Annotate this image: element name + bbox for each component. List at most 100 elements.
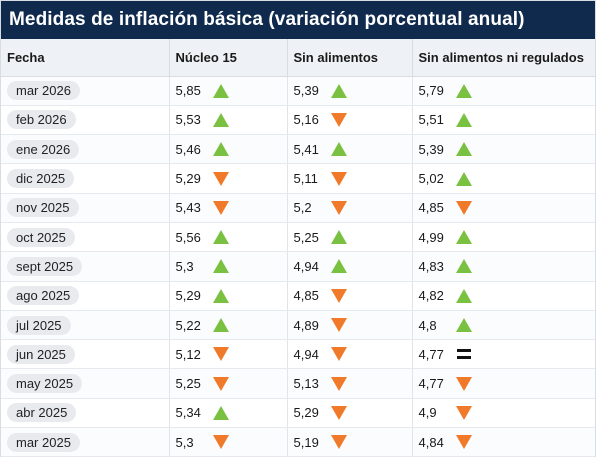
cell-value: 4,99 [418, 229, 444, 245]
triangle-down-icon [212, 171, 229, 186]
cell-value: 5,11 [293, 171, 318, 187]
triangle-up-icon [455, 318, 472, 333]
date-badge: oct 2025 [7, 227, 75, 247]
cell-value: 5,19 [293, 434, 319, 450]
cell-sin-alimentos: 4,89 [287, 310, 413, 341]
cell-value: 5,39 [293, 83, 319, 99]
triangle-down-icon [212, 347, 229, 362]
page-title: Medidas de inflación básica (variación p… [9, 9, 525, 30]
table-row: jul 2025 5,22 4,89 4,8 [1, 310, 595, 341]
cell-value: 5,25 [293, 229, 319, 245]
table-row: ene 2026 5,46 5,41 5,39 [1, 134, 595, 165]
cell-value: 4,89 [293, 317, 319, 333]
cell-fecha: abr 2025 [1, 398, 170, 429]
cell-nucleo-15: 5,46 [169, 134, 288, 165]
cell-sin-alimentos: 5,13 [287, 368, 413, 399]
cell-nucleo-15: 5,29 [169, 163, 288, 194]
table-row: abr 2025 5,34 5,29 4,9 [1, 398, 595, 429]
cell-nucleo-15: 5,43 [169, 193, 288, 223]
cell-value: 5,56 [175, 229, 201, 245]
date-badge: ago 2025 [7, 286, 80, 306]
triangle-down-icon [212, 435, 229, 450]
cell-value: 5,79 [418, 83, 444, 99]
date-badge: jul 2025 [7, 315, 71, 335]
cell-fecha: oct 2025 [1, 222, 170, 253]
title-bar: Medidas de inflación básica (variación p… [1, 1, 595, 39]
triangle-up-icon [212, 83, 229, 98]
cell-sin-alimentos-ni-regulados: 4,77 [412, 339, 595, 370]
cell-sin-alimentos-ni-regulados: 4,85 [412, 193, 595, 223]
triangle-up-icon [212, 230, 229, 245]
cell-sin-alimentos-ni-regulados: 5,51 [412, 105, 595, 136]
cell-value: 5,3 [175, 258, 194, 274]
table-row: feb 2026 5,53 5,16 5,51 [1, 105, 595, 136]
cell-value: 5,13 [293, 376, 319, 392]
triangle-up-icon [455, 112, 472, 127]
date-badge: mar 2026 [7, 81, 80, 101]
cell-value: 5,22 [175, 317, 201, 333]
cell-value: 5,02 [418, 171, 444, 187]
cell-fecha: jun 2025 [1, 339, 170, 370]
cell-sin-alimentos: 5,11 [287, 163, 413, 194]
header-nucleo-15[interactable]: Núcleo 15 [169, 39, 288, 77]
cell-fecha: feb 2026 [1, 105, 170, 136]
cell-value: 4,8 [418, 317, 437, 333]
date-badge: feb 2026 [7, 110, 76, 130]
cell-value: 5,29 [175, 171, 201, 187]
table-row: nov 2025 5,43 5,2 4,85 [1, 193, 595, 223]
triangle-up-icon [330, 230, 347, 245]
triangle-down-icon [330, 318, 347, 333]
cell-sin-alimentos: 5,41 [287, 134, 413, 165]
triangle-up-icon [212, 259, 229, 274]
triangle-down-icon [330, 376, 347, 391]
inflation-table: Fecha Núcleo 15 Sin alimentos Sin alimen… [1, 39, 595, 457]
cell-sin-alimentos-ni-regulados: 4,8 [412, 310, 595, 341]
cell-value: 4,82 [418, 288, 444, 304]
header-sin-alimentos-ni-regulados[interactable]: Sin alimentos ni regulados [412, 39, 595, 77]
cell-nucleo-15: 5,34 [169, 398, 288, 429]
table-row: jun 2025 5,12 4,94 4,77 [1, 339, 595, 370]
cell-fecha: jul 2025 [1, 310, 170, 341]
triangle-down-icon [212, 200, 229, 215]
header-sin-alimentos[interactable]: Sin alimentos [287, 39, 413, 77]
cell-value: 5,29 [175, 288, 201, 304]
cell-fecha: ene 2026 [1, 134, 170, 165]
cell-value: 4,94 [293, 346, 319, 362]
triangle-down-icon [330, 405, 347, 420]
date-badge: nov 2025 [7, 198, 79, 218]
date-badge: dic 2025 [7, 169, 75, 189]
cell-nucleo-15: 5,12 [169, 339, 288, 370]
date-badge: abr 2025 [7, 403, 77, 423]
cell-value: 4,85 [418, 200, 444, 216]
cell-sin-alimentos: 5,25 [287, 222, 413, 253]
table-header-row: Fecha Núcleo 15 Sin alimentos Sin alimen… [1, 39, 595, 77]
date-badge: mar 2025 [7, 432, 80, 452]
cell-sin-alimentos: 4,85 [287, 281, 413, 311]
table-row: mar 2026 5,85 5,39 5,79 [1, 76, 595, 106]
triangle-down-icon [212, 376, 229, 391]
cell-value: 4,77 [418, 376, 444, 392]
equal-icon [456, 349, 471, 360]
cell-nucleo-15: 5,85 [169, 76, 288, 106]
cell-nucleo-15: 5,53 [169, 105, 288, 136]
cell-sin-alimentos: 5,19 [287, 427, 413, 457]
triangle-down-icon [455, 405, 472, 420]
cell-value: 4,83 [418, 258, 444, 274]
triangle-down-icon [455, 200, 472, 215]
cell-sin-alimentos: 4,94 [287, 339, 413, 370]
cell-sin-alimentos-ni-regulados: 4,82 [412, 281, 595, 311]
triangle-up-icon [455, 288, 472, 303]
triangle-down-icon [455, 376, 472, 391]
cell-fecha: dic 2025 [1, 163, 170, 194]
triangle-up-icon [212, 142, 229, 157]
cell-fecha: sept 2025 [1, 251, 170, 282]
cell-value: 5,12 [175, 346, 201, 362]
cell-sin-alimentos-ni-regulados: 4,77 [412, 368, 595, 399]
table-row: may 2025 5,25 5,13 4,77 [1, 368, 595, 399]
cell-value: 4,94 [293, 258, 319, 274]
table-row: sept 2025 5,3 4,94 4,83 [1, 251, 595, 282]
triangle-up-icon [212, 288, 229, 303]
cell-nucleo-15: 5,56 [169, 222, 288, 253]
header-fecha[interactable]: Fecha [1, 39, 170, 77]
